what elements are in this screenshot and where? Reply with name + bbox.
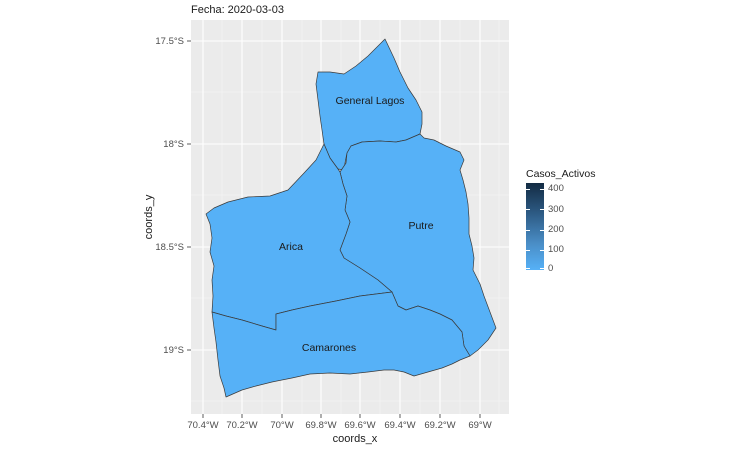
label-camarones: Camarones <box>302 342 356 354</box>
x-tick-label: 69.6°W <box>344 420 375 431</box>
x-tick-label: 69.8°W <box>305 420 336 431</box>
legend-tick-mark <box>526 250 530 251</box>
region-camarones[interactable] <box>211 291 471 398</box>
label-putre: Putre <box>408 220 433 232</box>
x-tick-label: 70.4°W <box>187 420 218 431</box>
label-arica: Arica <box>279 241 303 253</box>
legend-tick-mark <box>526 230 530 231</box>
legend-tick-mark <box>526 209 530 210</box>
legend-tick-mark <box>540 268 544 269</box>
legend-tick-mark <box>540 230 544 231</box>
legend-title: Casos_Activos <box>526 168 596 180</box>
x-axis-title: coords_x <box>333 433 378 445</box>
legend-tick-mark <box>540 189 544 190</box>
legend-tick-label: 100 <box>548 244 564 255</box>
y-tick-label: 18°S <box>163 139 184 150</box>
legend-tick-mark <box>540 209 544 210</box>
axis-ticks <box>187 40 481 418</box>
x-tick-label: 69°W <box>468 420 491 431</box>
x-tick-label: 70°W <box>270 420 293 431</box>
legend-tick-label: 400 <box>548 183 564 194</box>
legend-tick-label: 0 <box>548 263 554 274</box>
y-tick-label: 18.5°S <box>155 242 184 253</box>
x-tick-label: 69.4°W <box>384 420 415 431</box>
legend-tick-label: 300 <box>548 204 564 215</box>
x-tick-label: 70.2°W <box>226 420 257 431</box>
legend-tick-mark <box>540 250 544 251</box>
map-title: Fecha: 2020-03-03 <box>191 4 284 16</box>
legend-tick-mark <box>526 268 530 269</box>
x-tick-label: 69.2°W <box>424 420 455 431</box>
y-axis-title: coords_y <box>143 194 155 239</box>
legend-colorbar <box>526 183 544 270</box>
y-tick-label: 17.5°S <box>155 36 184 47</box>
y-tick-label: 19°S <box>163 345 184 356</box>
label-general-lagos: General Lagos <box>336 95 405 107</box>
legend-tick-label: 200 <box>548 224 564 235</box>
legend-tick-mark <box>526 189 530 190</box>
